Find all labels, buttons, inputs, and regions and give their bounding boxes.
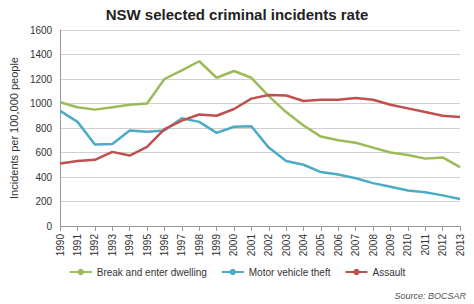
svg-text:1999: 1999 xyxy=(211,234,222,257)
svg-text:200: 200 xyxy=(35,196,52,207)
svg-text:2001: 2001 xyxy=(246,234,257,257)
svg-text:2011: 2011 xyxy=(420,234,431,256)
svg-text:Assault: Assault xyxy=(372,267,405,278)
svg-text:1990: 1990 xyxy=(55,234,66,257)
svg-text:Motor vehicle theft: Motor vehicle theft xyxy=(249,267,331,278)
svg-text:2003: 2003 xyxy=(281,234,292,257)
svg-text:2006: 2006 xyxy=(333,234,344,257)
svg-text:2002: 2002 xyxy=(263,234,274,257)
svg-text:2004: 2004 xyxy=(298,234,309,257)
svg-text:1991: 1991 xyxy=(72,234,83,257)
svg-text:2013: 2013 xyxy=(455,234,466,257)
svg-text:2007: 2007 xyxy=(350,234,361,257)
svg-text:1997: 1997 xyxy=(176,234,187,257)
svg-text:2012: 2012 xyxy=(437,234,448,257)
svg-text:0: 0 xyxy=(47,221,53,232)
svg-text:Incidents per 100,000 people: Incidents per 100,000 people xyxy=(8,57,20,199)
svg-text:1992: 1992 xyxy=(89,234,100,257)
svg-text:1993: 1993 xyxy=(107,234,118,257)
svg-text:2008: 2008 xyxy=(368,234,379,257)
svg-text:2000: 2000 xyxy=(228,234,239,257)
svg-text:1200: 1200 xyxy=(30,74,53,85)
svg-text:1600: 1600 xyxy=(30,25,53,36)
svg-text:1000: 1000 xyxy=(30,98,53,109)
svg-text:600: 600 xyxy=(35,147,52,158)
svg-text:2010: 2010 xyxy=(402,234,413,257)
svg-text:800: 800 xyxy=(35,123,52,134)
svg-text:400: 400 xyxy=(35,172,52,183)
svg-text:1998: 1998 xyxy=(194,234,205,257)
svg-text:1996: 1996 xyxy=(159,234,170,257)
svg-text:2009: 2009 xyxy=(385,234,396,257)
svg-text:Break and enter dwelling: Break and enter dwelling xyxy=(97,267,207,278)
svg-text:1994: 1994 xyxy=(124,234,135,257)
svg-text:NSW selected criminal incident: NSW selected criminal incidents rate xyxy=(106,6,369,23)
svg-text:1400: 1400 xyxy=(30,49,53,60)
svg-text:Source: BOCSAR: Source: BOCSAR xyxy=(394,291,466,301)
svg-text:1995: 1995 xyxy=(142,234,153,257)
svg-text:2005: 2005 xyxy=(315,234,326,257)
